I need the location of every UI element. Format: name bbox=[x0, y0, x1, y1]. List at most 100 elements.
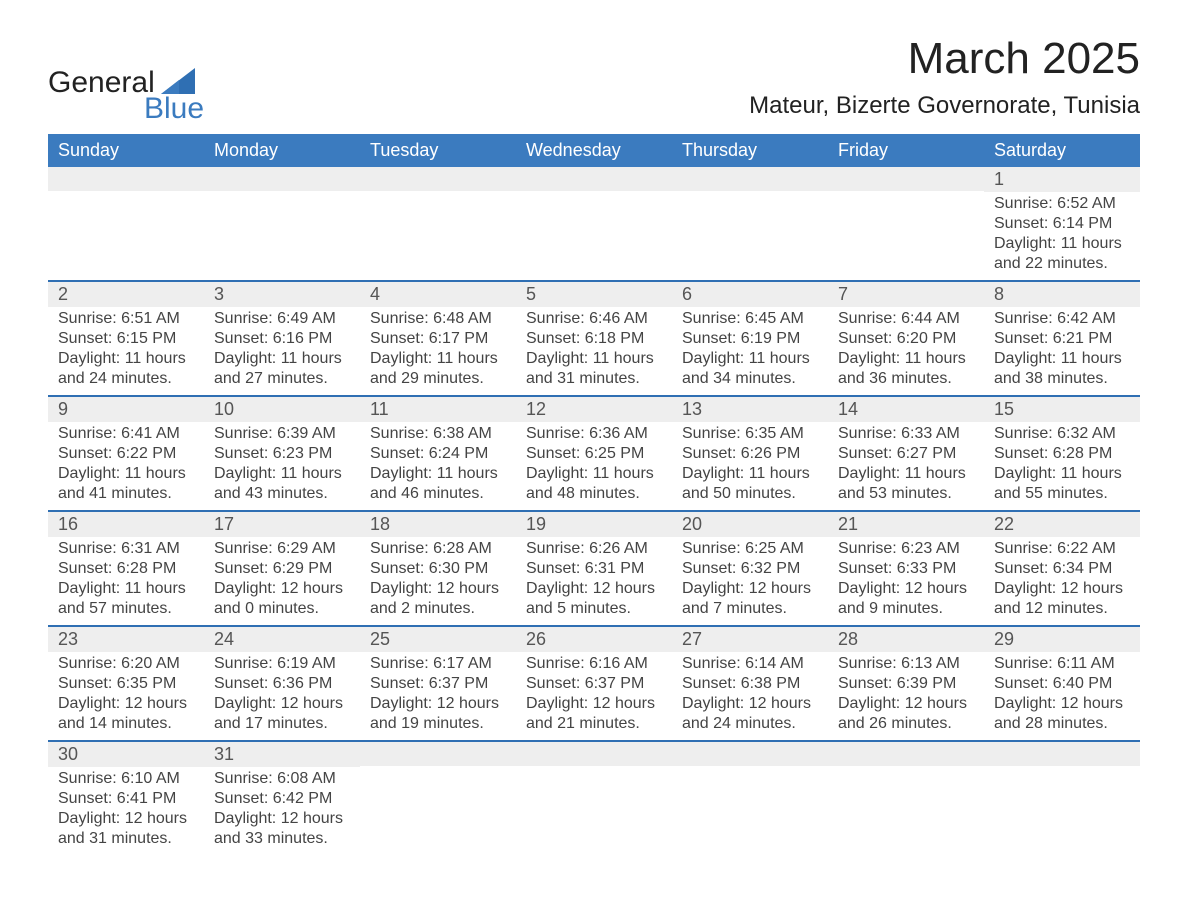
daylight-line: Daylight: 11 hours and 46 minutes. bbox=[370, 464, 506, 504]
day-details: Sunrise: 6:26 AMSunset: 6:31 PMDaylight:… bbox=[516, 537, 672, 625]
calendar-cell: 16Sunrise: 6:31 AMSunset: 6:28 PMDayligh… bbox=[48, 511, 204, 626]
daylight-line: Daylight: 12 hours and 33 minutes. bbox=[214, 809, 350, 849]
sunrise-line: Sunrise: 6:48 AM bbox=[370, 309, 506, 329]
calendar-cell bbox=[828, 167, 984, 281]
day-number: 27 bbox=[672, 627, 828, 652]
day-details: Sunrise: 6:10 AMSunset: 6:41 PMDaylight:… bbox=[48, 767, 204, 855]
sunset-line: Sunset: 6:33 PM bbox=[838, 559, 974, 579]
day-number bbox=[828, 742, 984, 766]
calendar-week-row: 23Sunrise: 6:20 AMSunset: 6:35 PMDayligh… bbox=[48, 626, 1140, 741]
daylight-line: Daylight: 11 hours and 29 minutes. bbox=[370, 349, 506, 389]
day-details bbox=[672, 191, 828, 271]
day-number: 8 bbox=[984, 282, 1140, 307]
weekday-header: Saturday bbox=[984, 134, 1140, 167]
daylight-line: Daylight: 11 hours and 22 minutes. bbox=[994, 234, 1130, 274]
calendar-cell: 1Sunrise: 6:52 AMSunset: 6:14 PMDaylight… bbox=[984, 167, 1140, 281]
day-number bbox=[984, 742, 1140, 766]
sunrise-line: Sunrise: 6:08 AM bbox=[214, 769, 350, 789]
calendar-cell bbox=[204, 167, 360, 281]
calendar-cell: 20Sunrise: 6:25 AMSunset: 6:32 PMDayligh… bbox=[672, 511, 828, 626]
daylight-line: Daylight: 11 hours and 24 minutes. bbox=[58, 349, 194, 389]
sunset-line: Sunset: 6:29 PM bbox=[214, 559, 350, 579]
day-number: 24 bbox=[204, 627, 360, 652]
day-number: 5 bbox=[516, 282, 672, 307]
day-details bbox=[48, 191, 204, 271]
calendar-week-row: 9Sunrise: 6:41 AMSunset: 6:22 PMDaylight… bbox=[48, 396, 1140, 511]
calendar-cell: 23Sunrise: 6:20 AMSunset: 6:35 PMDayligh… bbox=[48, 626, 204, 741]
calendar-cell: 5Sunrise: 6:46 AMSunset: 6:18 PMDaylight… bbox=[516, 281, 672, 396]
day-details: Sunrise: 6:45 AMSunset: 6:19 PMDaylight:… bbox=[672, 307, 828, 395]
calendar-cell: 30Sunrise: 6:10 AMSunset: 6:41 PMDayligh… bbox=[48, 741, 204, 855]
sunset-line: Sunset: 6:18 PM bbox=[526, 329, 662, 349]
sunset-line: Sunset: 6:19 PM bbox=[682, 329, 818, 349]
sunrise-line: Sunrise: 6:14 AM bbox=[682, 654, 818, 674]
day-number: 28 bbox=[828, 627, 984, 652]
daylight-line: Daylight: 11 hours and 36 minutes. bbox=[838, 349, 974, 389]
day-details bbox=[516, 766, 672, 846]
daylight-line: Daylight: 12 hours and 24 minutes. bbox=[682, 694, 818, 734]
sunrise-line: Sunrise: 6:25 AM bbox=[682, 539, 818, 559]
calendar-page: General Blue March 2025 Mateur, Bizerte … bbox=[0, 0, 1188, 918]
daylight-line: Daylight: 12 hours and 14 minutes. bbox=[58, 694, 194, 734]
sunset-line: Sunset: 6:23 PM bbox=[214, 444, 350, 464]
sunset-line: Sunset: 6:24 PM bbox=[370, 444, 506, 464]
sunset-line: Sunset: 6:37 PM bbox=[526, 674, 662, 694]
sunset-line: Sunset: 6:42 PM bbox=[214, 789, 350, 809]
calendar-cell: 11Sunrise: 6:38 AMSunset: 6:24 PMDayligh… bbox=[360, 396, 516, 511]
day-number: 18 bbox=[360, 512, 516, 537]
sunrise-line: Sunrise: 6:11 AM bbox=[994, 654, 1130, 674]
day-details: Sunrise: 6:51 AMSunset: 6:15 PMDaylight:… bbox=[48, 307, 204, 395]
calendar-cell: 8Sunrise: 6:42 AMSunset: 6:21 PMDaylight… bbox=[984, 281, 1140, 396]
sunrise-line: Sunrise: 6:51 AM bbox=[58, 309, 194, 329]
sunrise-line: Sunrise: 6:16 AM bbox=[526, 654, 662, 674]
day-number: 12 bbox=[516, 397, 672, 422]
calendar-cell bbox=[672, 167, 828, 281]
day-details: Sunrise: 6:32 AMSunset: 6:28 PMDaylight:… bbox=[984, 422, 1140, 510]
calendar-cell: 13Sunrise: 6:35 AMSunset: 6:26 PMDayligh… bbox=[672, 396, 828, 511]
sunset-line: Sunset: 6:21 PM bbox=[994, 329, 1130, 349]
day-number: 6 bbox=[672, 282, 828, 307]
sunset-line: Sunset: 6:34 PM bbox=[994, 559, 1130, 579]
day-details: Sunrise: 6:29 AMSunset: 6:29 PMDaylight:… bbox=[204, 537, 360, 625]
day-number: 29 bbox=[984, 627, 1140, 652]
calendar-cell: 17Sunrise: 6:29 AMSunset: 6:29 PMDayligh… bbox=[204, 511, 360, 626]
day-number: 13 bbox=[672, 397, 828, 422]
calendar-week-row: 30Sunrise: 6:10 AMSunset: 6:41 PMDayligh… bbox=[48, 741, 1140, 855]
day-details: Sunrise: 6:23 AMSunset: 6:33 PMDaylight:… bbox=[828, 537, 984, 625]
title-block: March 2025 Mateur, Bizerte Governorate, … bbox=[749, 28, 1140, 126]
weekday-header: Tuesday bbox=[360, 134, 516, 167]
sunset-line: Sunset: 6:31 PM bbox=[526, 559, 662, 579]
sunrise-line: Sunrise: 6:10 AM bbox=[58, 769, 194, 789]
daylight-line: Daylight: 11 hours and 53 minutes. bbox=[838, 464, 974, 504]
sunrise-line: Sunrise: 6:42 AM bbox=[994, 309, 1130, 329]
sunset-line: Sunset: 6:22 PM bbox=[58, 444, 194, 464]
sunset-line: Sunset: 6:32 PM bbox=[682, 559, 818, 579]
day-number: 23 bbox=[48, 627, 204, 652]
calendar-cell bbox=[828, 741, 984, 855]
day-details: Sunrise: 6:22 AMSunset: 6:34 PMDaylight:… bbox=[984, 537, 1140, 625]
calendar-cell: 28Sunrise: 6:13 AMSunset: 6:39 PMDayligh… bbox=[828, 626, 984, 741]
day-number: 31 bbox=[204, 742, 360, 767]
daylight-line: Daylight: 11 hours and 41 minutes. bbox=[58, 464, 194, 504]
sunrise-line: Sunrise: 6:38 AM bbox=[370, 424, 506, 444]
daylight-line: Daylight: 12 hours and 5 minutes. bbox=[526, 579, 662, 619]
calendar-cell: 29Sunrise: 6:11 AMSunset: 6:40 PMDayligh… bbox=[984, 626, 1140, 741]
sunset-line: Sunset: 6:35 PM bbox=[58, 674, 194, 694]
sunrise-line: Sunrise: 6:33 AM bbox=[838, 424, 974, 444]
sunset-line: Sunset: 6:28 PM bbox=[58, 559, 194, 579]
daylight-line: Daylight: 11 hours and 50 minutes. bbox=[682, 464, 818, 504]
calendar-cell: 18Sunrise: 6:28 AMSunset: 6:30 PMDayligh… bbox=[360, 511, 516, 626]
daylight-line: Daylight: 11 hours and 34 minutes. bbox=[682, 349, 818, 389]
calendar-cell: 15Sunrise: 6:32 AMSunset: 6:28 PMDayligh… bbox=[984, 396, 1140, 511]
sunrise-line: Sunrise: 6:29 AM bbox=[214, 539, 350, 559]
day-details: Sunrise: 6:25 AMSunset: 6:32 PMDaylight:… bbox=[672, 537, 828, 625]
sunset-line: Sunset: 6:20 PM bbox=[838, 329, 974, 349]
sunset-line: Sunset: 6:26 PM bbox=[682, 444, 818, 464]
weekday-header: Wednesday bbox=[516, 134, 672, 167]
calendar-week-row: 2Sunrise: 6:51 AMSunset: 6:15 PMDaylight… bbox=[48, 281, 1140, 396]
sunrise-line: Sunrise: 6:26 AM bbox=[526, 539, 662, 559]
day-details: Sunrise: 6:42 AMSunset: 6:21 PMDaylight:… bbox=[984, 307, 1140, 395]
day-details: Sunrise: 6:08 AMSunset: 6:42 PMDaylight:… bbox=[204, 767, 360, 855]
daylight-line: Daylight: 12 hours and 12 minutes. bbox=[994, 579, 1130, 619]
day-details bbox=[516, 191, 672, 271]
